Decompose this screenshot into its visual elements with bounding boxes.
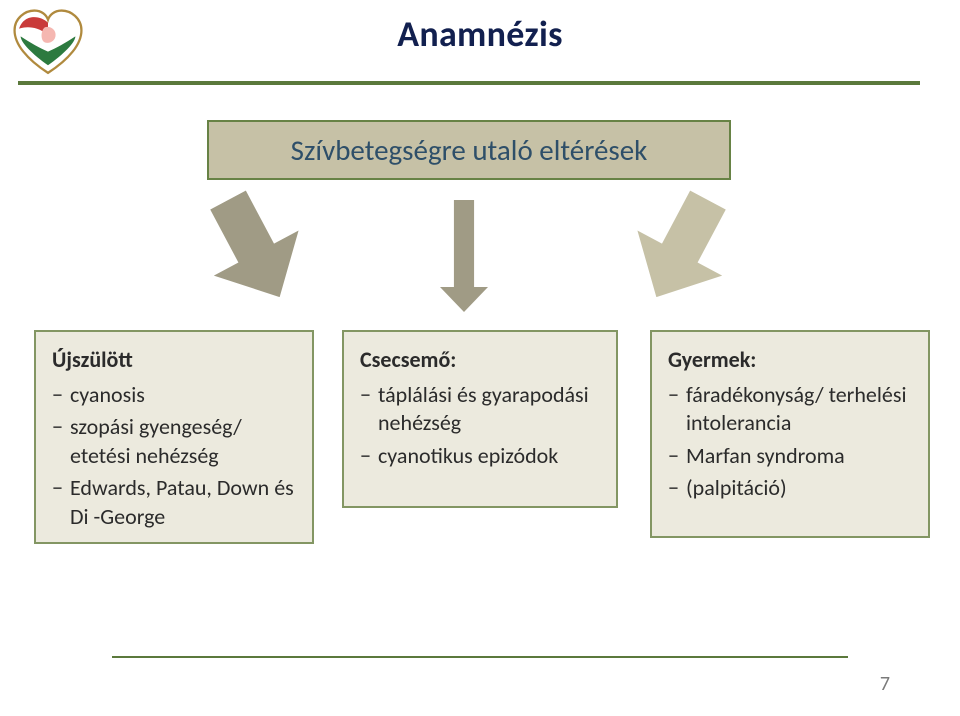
column-title: Újszülött	[52, 346, 296, 375]
arrow-shape	[614, 177, 750, 319]
slide: Anamnézis Szívbetegségre utaló eltérések…	[0, 0, 960, 716]
arrow-shape	[440, 200, 488, 312]
slide-title: Anamnézis	[0, 12, 960, 56]
list-item: fáradékonyság/ terhelési intolerancia	[668, 381, 912, 438]
column-title: Gyermek:	[668, 346, 912, 375]
title-underline	[18, 81, 920, 85]
column-child: Gyermek: fáradékonyság/ terhelési intole…	[650, 330, 930, 538]
column-list: cyanosis szopási gyengeség/ etetési nehéz…	[52, 381, 296, 532]
column-list: fáradékonyság/ terhelési intolerancia Mar…	[668, 381, 912, 503]
list-item: szopási gyengeség/ etetési nehézség	[52, 413, 296, 470]
list-item: Edwards, Patau, Down és Di -George	[52, 474, 296, 531]
column-title: Csecsemő:	[360, 346, 600, 375]
footer-rule	[112, 656, 848, 658]
column-list: táplálási és gyarapodási nehézség cyanoti…	[360, 381, 600, 471]
column-newborn: Újszülött cyanosis szopási gyengeség/ ete…	[34, 330, 314, 544]
arrow-to-col-2	[440, 200, 488, 312]
arrow-to-col-1	[186, 177, 322, 319]
arrow-to-col-3	[614, 177, 750, 319]
column-infant: Csecsemő: táplálási és gyarapodási nehéz…	[342, 330, 618, 508]
list-item: cyanotikus epizódok	[360, 442, 600, 471]
root-node-box: Szívbetegségre utaló eltérések	[207, 120, 731, 180]
page-number: 7	[880, 672, 890, 696]
list-item: táplálási és gyarapodási nehézség	[360, 381, 600, 438]
root-node-label: Szívbetegségre utaló eltérések	[291, 132, 648, 168]
list-item: (palpitáció)	[668, 474, 912, 503]
list-item: Marfan syndroma	[668, 442, 912, 471]
arrow-shape	[186, 177, 322, 319]
list-item: cyanosis	[52, 381, 296, 410]
